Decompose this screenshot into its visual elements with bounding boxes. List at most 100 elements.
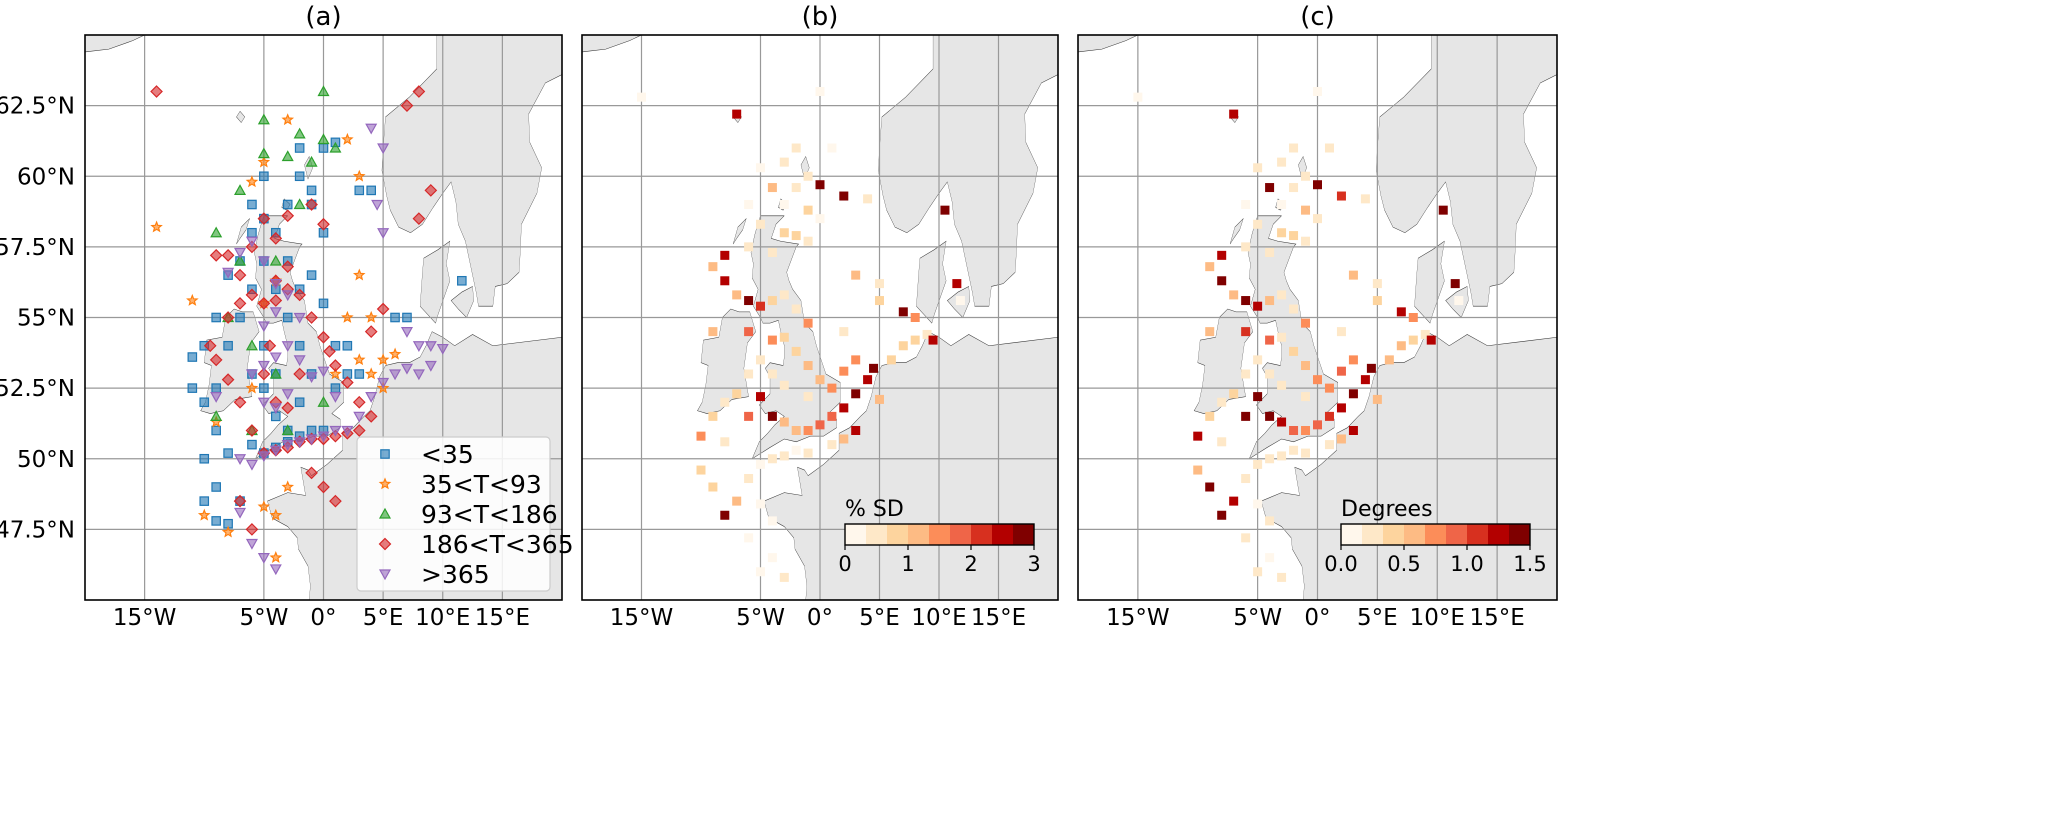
heat-cell: [815, 87, 825, 96]
heat-cell: [1277, 228, 1287, 238]
point-triangle-down: [293, 312, 306, 324]
heat-cell: [952, 279, 962, 289]
heat-cell: [791, 231, 801, 241]
heat-cell: [1265, 411, 1275, 421]
heat-cell: [803, 361, 813, 371]
heat-cell: [637, 92, 646, 102]
colorbar-bin: [1341, 524, 1363, 545]
x-tick-label: 15°E: [475, 605, 530, 631]
point-star: [352, 268, 366, 281]
point-diamond: [269, 294, 283, 307]
heat-cell: [1253, 392, 1263, 402]
point-diamond: [221, 311, 235, 324]
point-square: [199, 496, 210, 506]
heat-cell: [779, 290, 789, 300]
point-triangle-up: [210, 410, 223, 421]
point-triangle-down: [269, 403, 282, 415]
point-triangle-down: [341, 425, 354, 437]
x-tick-label: 10°E: [1410, 605, 1465, 631]
point-square: [211, 425, 221, 436]
heat-cell: [779, 157, 789, 167]
point-star: [245, 381, 259, 394]
heat-cell: [1265, 553, 1275, 563]
y-tick-label: 55°N: [17, 306, 75, 332]
x-tick-label: 10°E: [911, 605, 966, 631]
point-square: [294, 171, 305, 182]
point-triangle-down: [377, 377, 390, 389]
heat-cell: [1324, 383, 1334, 393]
heat-cell: [815, 214, 825, 224]
point-star: [352, 353, 366, 366]
heat-cell: [767, 183, 777, 193]
point-triangle-down: [281, 290, 294, 302]
heat-cell: [1241, 474, 1251, 484]
legend-marker: [378, 507, 392, 519]
panel-title: (b): [802, 2, 839, 32]
heat-cell: [1289, 231, 1299, 241]
heat-cell: [1277, 380, 1287, 390]
y-tick-label: 62.5°N: [0, 94, 75, 120]
point-diamond: [400, 99, 414, 112]
colorbar-bin: [908, 524, 930, 545]
colorbar-bin: [929, 524, 951, 545]
heat-cell: [1241, 411, 1251, 421]
heat-cell: [1277, 332, 1287, 342]
point-square: [247, 227, 257, 238]
x-tick-label: 5°E: [859, 605, 900, 631]
heat-cell: [744, 327, 754, 337]
heat-cell: [875, 279, 884, 289]
heat-cell: [1324, 143, 1334, 153]
point-triangle-down: [281, 440, 294, 451]
heat-cell: [1348, 270, 1358, 280]
heat-cell: [815, 420, 825, 430]
heat-cell: [756, 459, 765, 469]
point-diamond: [376, 302, 390, 316]
point-star: [257, 500, 271, 513]
heat-cell: [1301, 171, 1311, 181]
heat-cell: [910, 335, 920, 345]
colorbar-bin: [992, 524, 1014, 545]
heat-cell: [779, 417, 789, 427]
heat-cell: [1217, 276, 1227, 286]
colorbar-tick-label: 0.0: [1324, 552, 1357, 576]
heat-cell: [791, 183, 801, 193]
colorbar-title: Degrees: [1341, 497, 1433, 522]
legend-label: <35: [421, 440, 474, 469]
heat-cell: [1372, 279, 1382, 289]
heat-cell: [1289, 143, 1299, 153]
heat-cell: [1289, 346, 1299, 356]
heat-cell: [898, 307, 908, 317]
colorbar-frame: [844, 523, 1035, 546]
heat-cell: [1277, 157, 1287, 167]
point-diamond: [364, 325, 378, 338]
point-diamond: [263, 339, 277, 353]
heat-cell: [1253, 355, 1263, 365]
colorbar-tick-label: 0.5: [1387, 552, 1420, 576]
point-triangle-down: [293, 437, 306, 449]
point-triangle-down: [365, 392, 378, 403]
heat-cell: [1241, 200, 1251, 209]
heat-cell: [1265, 516, 1275, 526]
point-square: [330, 340, 341, 351]
y-tick-label: 57.5°N: [0, 235, 75, 261]
point-triangle-down: [424, 341, 437, 352]
heat-cell: [1372, 296, 1382, 306]
point-square: [211, 383, 221, 393]
heat-cell: [1205, 262, 1215, 272]
heat-cell: [767, 516, 777, 526]
point-triangle-down: [436, 343, 449, 355]
heat-cell: [744, 296, 754, 306]
point-triangle-down: [281, 341, 294, 352]
point-diamond: [245, 424, 259, 437]
point-square: [187, 352, 198, 362]
heat-cell: [1324, 411, 1334, 421]
heat-cell: [827, 143, 837, 153]
point-diamond: [257, 367, 271, 381]
point-diamond: [305, 198, 318, 211]
heat-cell: [803, 392, 813, 402]
point-triangle-down: [222, 267, 235, 279]
point-square: [247, 199, 257, 210]
x-tick-label: 5°W: [736, 605, 785, 631]
point-square: [223, 340, 233, 351]
point-triangle-up: [269, 367, 282, 379]
